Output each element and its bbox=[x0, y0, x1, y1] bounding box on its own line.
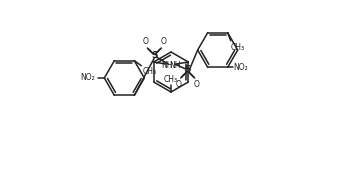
Text: NO₂: NO₂ bbox=[234, 63, 248, 72]
Text: O: O bbox=[176, 80, 182, 89]
Text: CH₃: CH₃ bbox=[164, 75, 178, 84]
Text: S: S bbox=[184, 66, 191, 75]
Text: O: O bbox=[160, 37, 166, 46]
Text: NH: NH bbox=[161, 61, 172, 69]
Text: CH₃: CH₃ bbox=[231, 43, 245, 52]
Text: NO₂: NO₂ bbox=[81, 74, 95, 82]
Text: O: O bbox=[142, 37, 148, 46]
Text: O: O bbox=[194, 80, 200, 89]
Text: S: S bbox=[151, 52, 158, 61]
Text: CH₃: CH₃ bbox=[142, 67, 156, 76]
Text: NH: NH bbox=[170, 61, 181, 69]
